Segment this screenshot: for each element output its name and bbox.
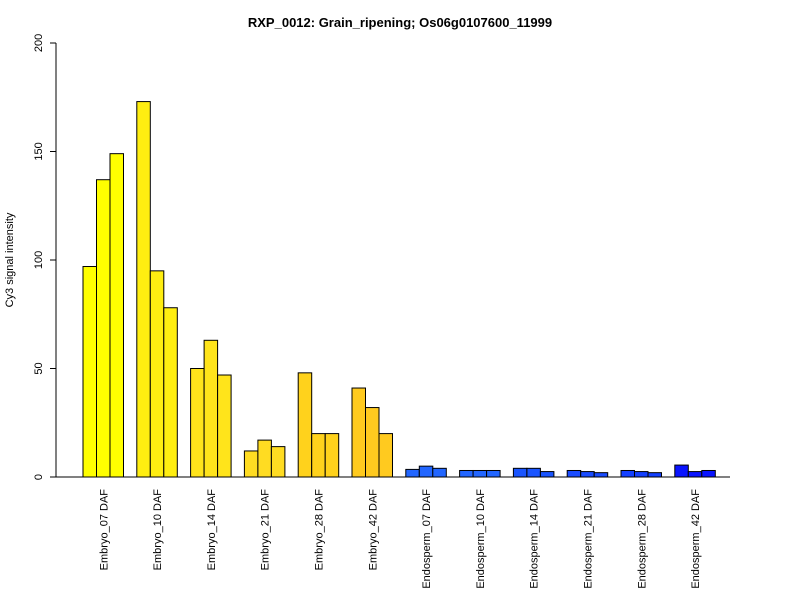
bar	[190, 368, 205, 478]
x-tick-label: Endosperm_42 DAF	[690, 489, 702, 589]
bar	[539, 471, 555, 478]
bar	[486, 469, 501, 478]
x-tick-label: Embryo_14 DAF	[206, 489, 218, 571]
y-axis-label: Cy3 signal intensity	[4, 212, 16, 307]
bar	[203, 339, 219, 478]
bar	[109, 153, 124, 478]
bar	[620, 469, 635, 478]
bar	[96, 179, 111, 478]
bar	[701, 469, 716, 478]
bar	[526, 467, 541, 478]
bar	[324, 433, 340, 478]
bar	[512, 467, 528, 478]
bar	[217, 374, 232, 478]
bar	[687, 471, 703, 478]
y-tick-label: 150	[33, 142, 45, 160]
x-tick-label: Endosperm_21 DAF	[582, 489, 594, 589]
bar	[674, 464, 689, 478]
bar	[149, 270, 165, 478]
x-tick-label: Endosperm_07 DAF	[421, 489, 433, 589]
bar	[432, 467, 447, 478]
chart-title: RXP_0012: Grain_ripening; Os06g0107600_1…	[248, 15, 552, 30]
x-tick-label: Embryo_28 DAF	[313, 489, 325, 571]
bar	[311, 433, 326, 478]
bar	[297, 372, 313, 478]
y-tick-label: 100	[33, 251, 45, 269]
x-tick-label: Endosperm_14 DAF	[529, 489, 541, 589]
x-tick-label: Embryo_10 DAF	[152, 489, 164, 571]
bar	[580, 471, 595, 478]
bar	[163, 307, 178, 478]
category-labels: Embryo_07 DAF Embryo_10 DAF Embryo_14 DAF E…	[98, 489, 702, 589]
bar	[136, 101, 151, 478]
bar	[82, 266, 97, 478]
bar	[634, 471, 649, 478]
x-tick-label: Endosperm_28 DAF	[636, 489, 648, 589]
y-axis: 0 50 100 150 200	[33, 34, 57, 480]
bar	[418, 465, 434, 478]
bar	[365, 407, 380, 478]
y-tick-label: 0	[33, 474, 45, 480]
bar	[351, 387, 366, 478]
y-tick-label: 50	[33, 362, 45, 374]
x-tick-label: Embryo_07 DAF	[98, 489, 110, 571]
bar	[270, 446, 286, 478]
x-tick-label: Endosperm_10 DAF	[475, 489, 487, 589]
bar	[593, 472, 609, 478]
bar	[378, 433, 393, 478]
bar	[459, 469, 474, 478]
x-tick-label: Embryo_21 DAF	[260, 489, 272, 571]
y-tick-label: 200	[33, 34, 45, 52]
bar	[566, 469, 582, 478]
bar	[405, 468, 420, 478]
x-tick-label: Embryo_42 DAF	[367, 489, 379, 571]
bars-group	[82, 101, 716, 478]
bar	[647, 472, 662, 478]
bar	[472, 469, 488, 478]
bar	[257, 439, 272, 478]
bar	[243, 450, 259, 478]
